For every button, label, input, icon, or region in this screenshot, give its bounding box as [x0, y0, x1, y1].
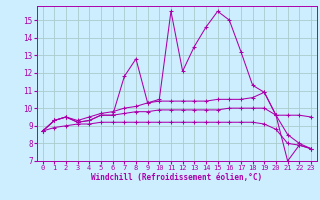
X-axis label: Windchill (Refroidissement éolien,°C): Windchill (Refroidissement éolien,°C) — [91, 173, 262, 182]
